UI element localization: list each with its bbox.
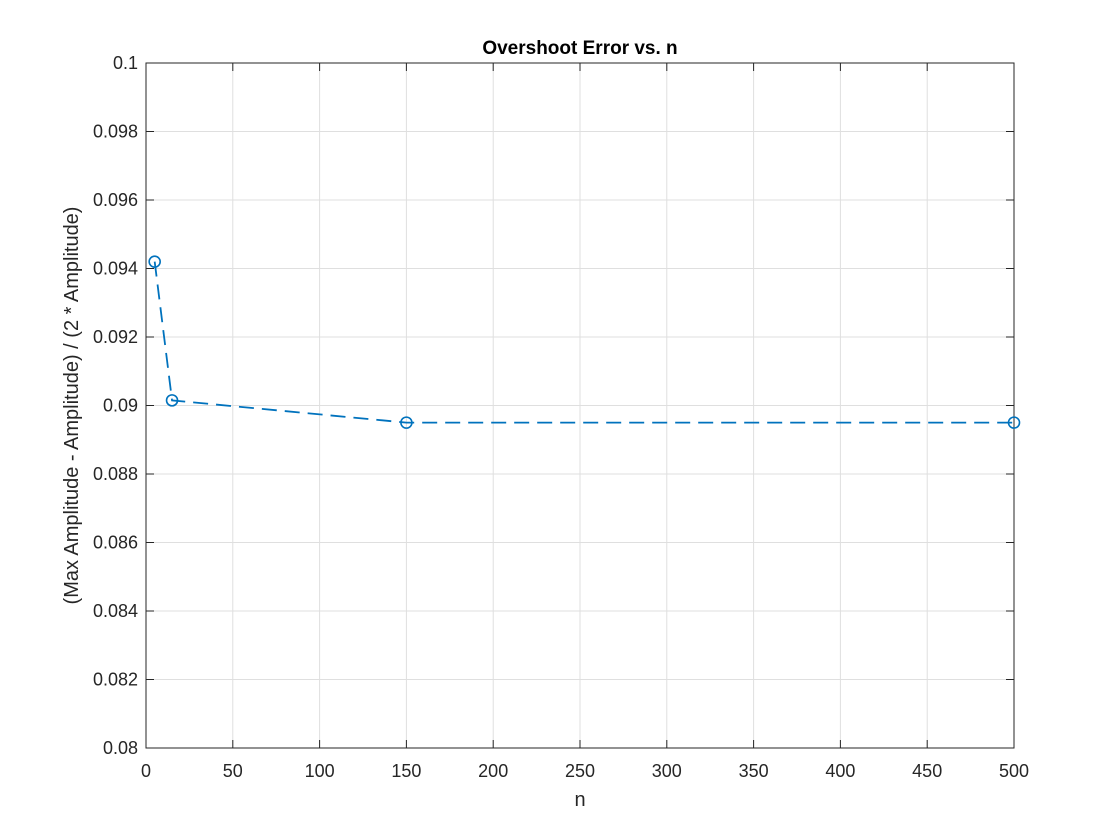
y-tick-label: 0.09 xyxy=(103,396,138,416)
x-tick-label: 100 xyxy=(305,761,335,781)
chart-title: Overshoot Error vs. n xyxy=(482,38,677,59)
data-point-marker xyxy=(165,394,179,407)
x-tick-label: 350 xyxy=(739,761,769,781)
x-tick-label: 0 xyxy=(141,761,151,781)
y-tick-label: 0.092 xyxy=(93,327,138,347)
x-tick-label: 300 xyxy=(652,761,682,781)
grid-layer xyxy=(145,62,1015,749)
x-tick-label: 150 xyxy=(391,761,421,781)
y-tick-label: 0.088 xyxy=(93,464,138,484)
x-axis-label: n xyxy=(574,789,585,811)
x-tick-label: 200 xyxy=(478,761,508,781)
series-line xyxy=(153,261,1014,424)
y-tick-label: 0.08 xyxy=(103,738,138,758)
x-tick-label: 50 xyxy=(223,761,243,781)
y-axis-label: (Max Amplitude - Amplitude) / (2 * Ampli… xyxy=(61,207,83,605)
series-layer xyxy=(148,255,1021,429)
y-tick-label: 0.096 xyxy=(93,190,138,210)
y-tick-label: 0.098 xyxy=(93,122,138,142)
y-tick-label: 0.084 xyxy=(93,601,138,621)
y-tick-label: 0.094 xyxy=(93,259,138,279)
data-point-marker xyxy=(148,255,161,268)
x-tick-label: 450 xyxy=(912,761,942,781)
x-tick-label: 400 xyxy=(825,761,855,781)
x-tick-label: 500 xyxy=(999,761,1029,781)
x-tick-label: 250 xyxy=(565,761,595,781)
y-tick-label: 0.082 xyxy=(93,670,138,690)
y-tick-label: 0.086 xyxy=(93,533,138,553)
y-tick-label: 0.1 xyxy=(113,53,138,73)
data-point-marker xyxy=(1007,416,1021,429)
tick-layer: 0 50 100 150 200 250 300 350 400 450 500 0.08 0.082 0… xyxy=(93,53,1029,781)
data-point-marker xyxy=(400,416,413,429)
